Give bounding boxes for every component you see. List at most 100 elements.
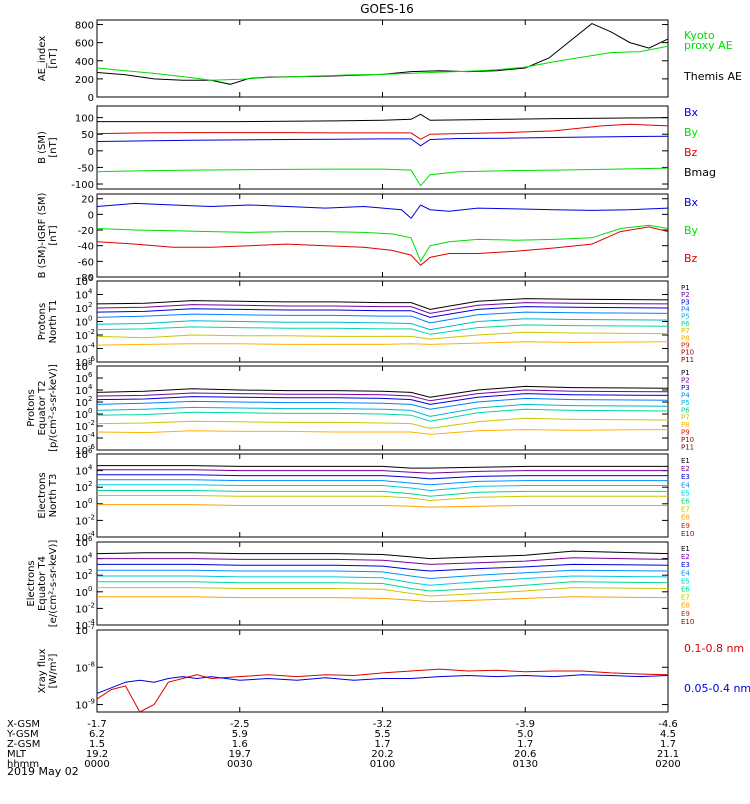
y-tick-label: 10 [75, 604, 88, 615]
y-tick-label: 10 [75, 410, 88, 421]
legend-label: E6 [681, 498, 690, 506]
y-axis-label-line: [e/(cm²-s-sr-keV)] [48, 540, 59, 628]
y-tick-label: -40 [78, 242, 94, 253]
plot-title: GOES-16 [360, 2, 414, 16]
y-tick-label: 600 [75, 39, 94, 50]
y-axis-label-line: [nT] [48, 48, 59, 68]
series-line-p8 [97, 429, 668, 435]
time-axis-value: -2.5 [230, 719, 250, 730]
time-axis-value: -4.6 [658, 719, 678, 730]
y-tick-label: 10 [75, 318, 88, 329]
legend-label: P9 [681, 429, 690, 437]
y-tick-exponent: -4 [88, 530, 96, 538]
y-tick-exponent: 2 [88, 301, 92, 309]
y-axis-label-line: AE_index [37, 36, 48, 82]
series-line-p4 [97, 397, 668, 410]
series-line-e6 [97, 490, 668, 497]
y-axis-label-line: [p/(cm²-s-sr-keV)] [48, 364, 59, 452]
series-line-bz [97, 123, 668, 140]
series-line-bmag [97, 113, 668, 123]
series-line-p4 [97, 311, 668, 324]
time-axis-value: 20.6 [514, 749, 536, 760]
y-tick-exponent: -2 [88, 328, 95, 336]
y-axis-label-line: [W/m²] [48, 653, 59, 688]
y-axis-label-line: Equator T2 [37, 381, 48, 436]
y-tick-label: 10 [75, 516, 88, 527]
y-tick-exponent: 0 [88, 315, 92, 323]
y-tick-label: 0 [88, 147, 94, 158]
series-line-e3 [97, 474, 668, 480]
time-axis-row-label: MLT [7, 749, 27, 760]
y-axis-label: Xray flux[W/m²] [37, 649, 59, 694]
y-tick-label: 10 [75, 626, 88, 637]
y-axis-label-line: B (SM)-IGRF (SM) [37, 193, 48, 279]
panel-3: -80 -60 -40 -20 0 20 B (SM)-IGRF (SM)[nT] Bx By B… [37, 193, 699, 284]
legend-label: E2 [681, 553, 690, 561]
y-tick-exponent: -2 [88, 419, 95, 427]
series-line-e5 [97, 484, 668, 492]
y-tick-exponent: -7 [88, 623, 95, 631]
y-tick-label: -100 [71, 180, 94, 191]
time-axis-row-label: Y-GSM [6, 729, 39, 740]
series-line-p3 [97, 306, 668, 318]
date-label: 2019 May 02 [7, 765, 79, 778]
y-tick-exponent: -4 [88, 618, 96, 626]
series-line-p6 [97, 324, 668, 335]
time-axis-row-label: Z-GSM [7, 739, 40, 750]
y-tick-label: 100 [75, 114, 94, 125]
series-line-themis-ae [97, 23, 668, 85]
y-tick-exponent: 4 [88, 552, 93, 560]
time-axis-value: 6.2 [89, 729, 105, 740]
y-tick-exponent: 2 [88, 480, 92, 488]
y-tick-label: -80 [78, 273, 94, 284]
legend-label: P8 [681, 334, 690, 342]
legend-label: P4 [681, 391, 690, 399]
legend-label: E3 [681, 473, 690, 481]
y-tick-exponent: 0 [88, 407, 92, 415]
y-tick-label: 200 [75, 75, 94, 86]
series-line-e1 [97, 465, 668, 469]
series-line-e1 [97, 550, 668, 560]
y-axis-label: AE_index[nT] [37, 36, 59, 82]
legend-label: E4 [681, 569, 690, 577]
series-line-by [97, 167, 668, 187]
time-axis-value: 5.0 [517, 729, 533, 740]
legend-label: E8 [681, 602, 690, 610]
y-tick-exponent: -4 [88, 342, 96, 350]
y-tick-exponent: 6 [88, 274, 93, 282]
time-axis-value: 0130 [513, 759, 538, 770]
y-tick-exponent: 2 [88, 395, 92, 403]
time-axis-value: 0200 [655, 759, 680, 770]
y-axis-label: ElectronsEquator T4[e/(cm²-s-sr-keV)] [26, 540, 59, 628]
time-axis-value: 4.5 [660, 729, 676, 740]
y-axis-label-line: Xray flux [37, 649, 48, 694]
y-tick-label: 10 [75, 483, 88, 494]
y-tick-label: 800 [75, 21, 94, 32]
y-tick-exponent: 0 [88, 585, 92, 593]
series-line-e7 [97, 587, 668, 597]
legend-label: E5 [681, 489, 690, 497]
legend-label: P3 [681, 384, 690, 392]
time-axis-value: -3.9 [515, 719, 535, 730]
y-tick-label: -50 [78, 163, 94, 174]
side-label: Bx [684, 106, 699, 119]
y-tick-label: 10 [75, 374, 88, 385]
y-axis-label-line: Electrons [37, 472, 48, 518]
series-line-e8 [97, 596, 668, 603]
side-label: Bz [684, 252, 698, 265]
series-group [97, 298, 668, 346]
legend-label: E2 [681, 465, 690, 473]
y-tick-label: 10 [75, 345, 88, 356]
time-axis-row-label: X-GSM [7, 719, 40, 730]
time-axis-value: 1.7 [375, 739, 391, 750]
series-group [97, 23, 668, 85]
series-line-e2 [97, 557, 668, 565]
legend-label: P9 [681, 341, 690, 349]
series-line-p5 [97, 318, 668, 331]
panel-2: -100 -50 0 50 100 B (SM)[nT] Bx By Bz Bmag [37, 105, 716, 191]
y-tick-label: 10 [75, 358, 88, 369]
side-label: By [684, 126, 699, 139]
